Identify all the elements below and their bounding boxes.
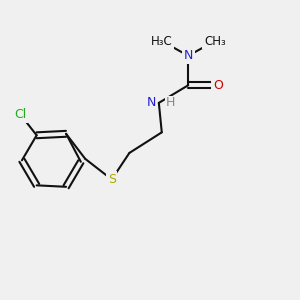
Text: O: O bbox=[213, 79, 223, 92]
Text: H₃C: H₃C bbox=[151, 34, 173, 48]
Text: H: H bbox=[166, 96, 176, 110]
Text: N: N bbox=[146, 96, 156, 110]
Text: S: S bbox=[108, 173, 116, 186]
Text: N: N bbox=[184, 49, 193, 62]
Text: CH₃: CH₃ bbox=[204, 34, 226, 48]
Text: Cl: Cl bbox=[14, 108, 27, 121]
